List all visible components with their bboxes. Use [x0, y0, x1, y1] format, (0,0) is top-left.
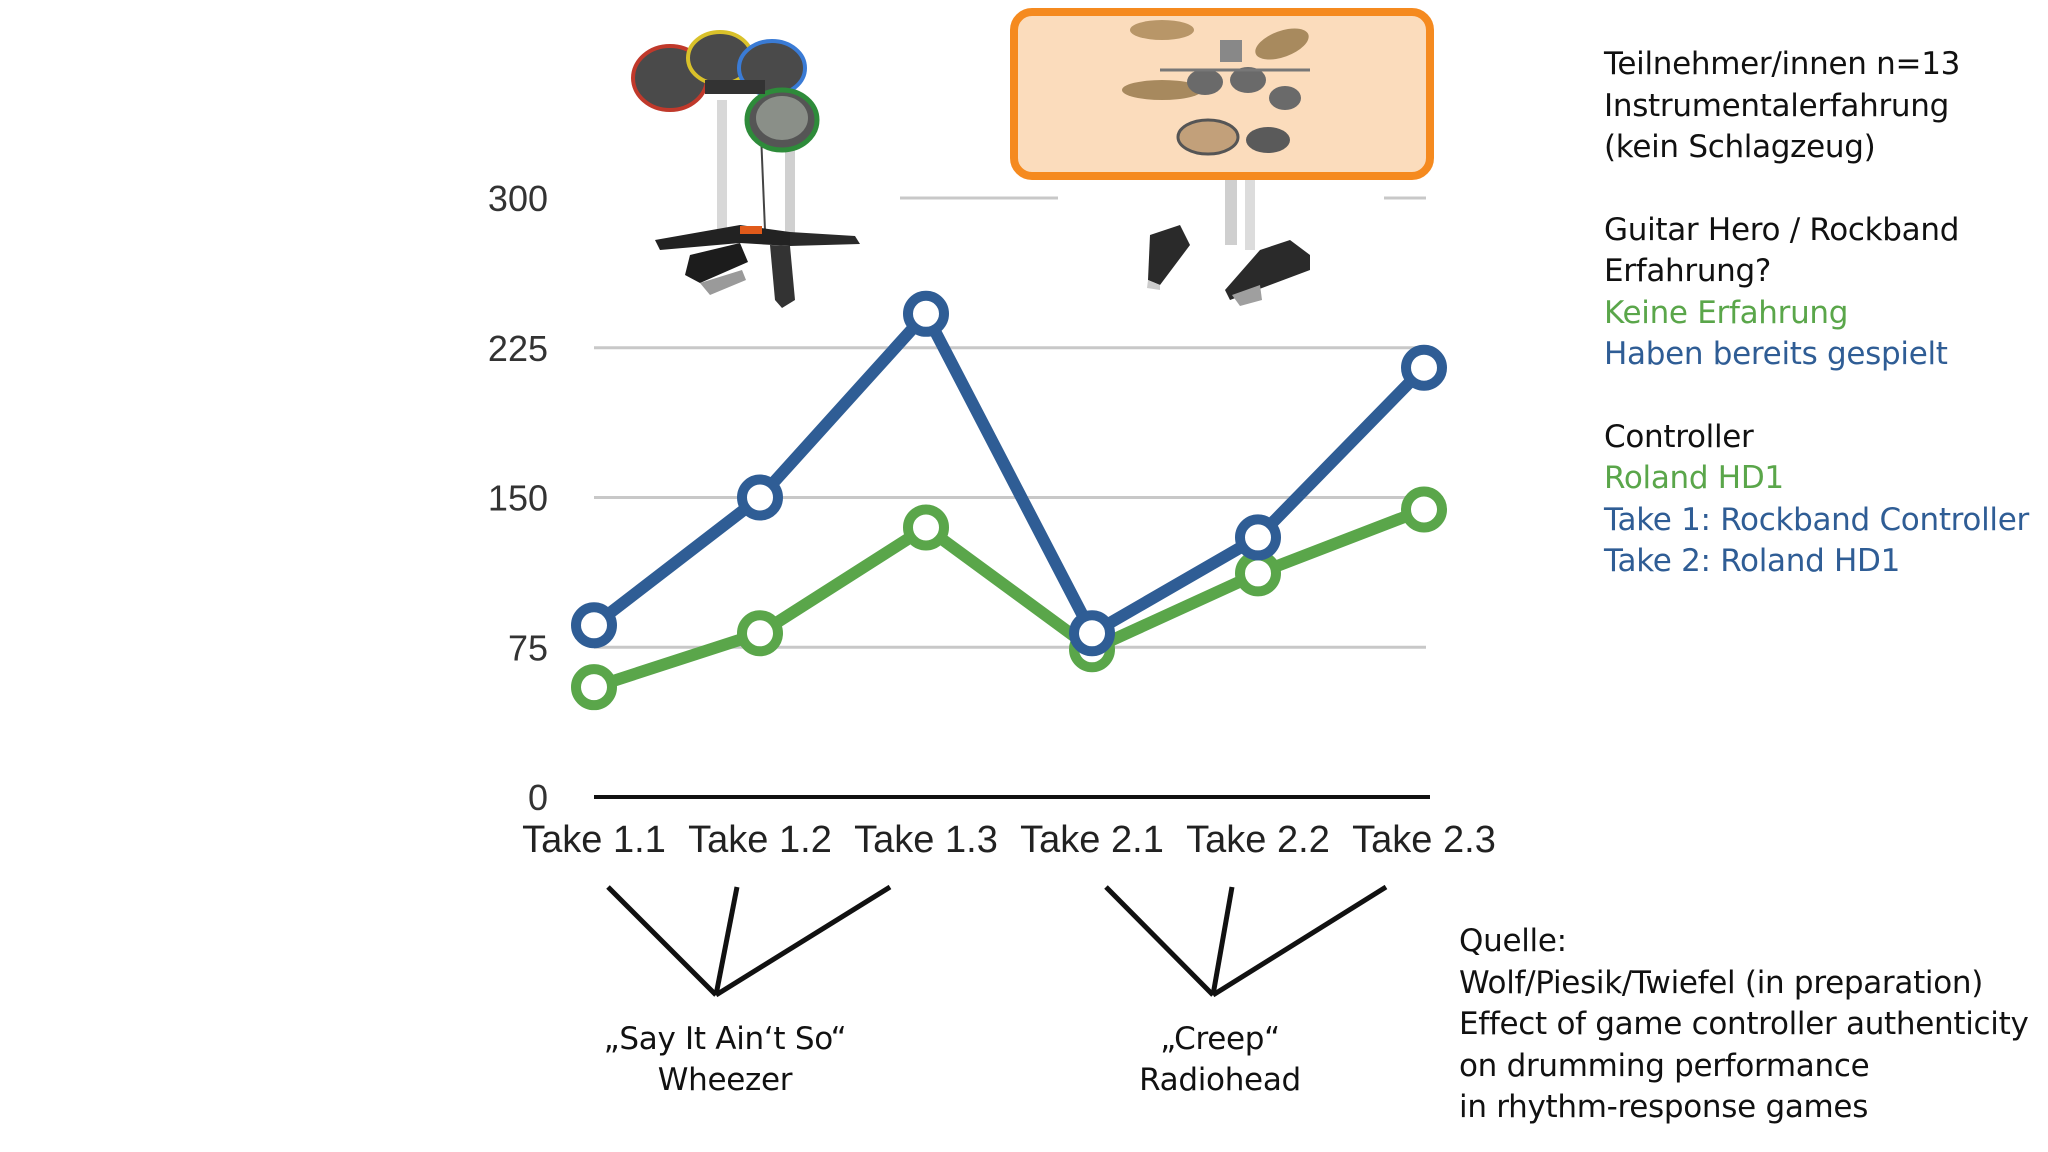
instrument-experience: Instrumentalerfahrung: [1604, 87, 1949, 124]
y-tick-label: 225: [488, 328, 548, 369]
source-authors: Wolf/Piesik/Twiefel (in preparation): [1459, 964, 1984, 1001]
x-tick-label: Take 1.1: [522, 819, 666, 861]
song-artist-2: Radiohead: [1139, 1062, 1301, 1098]
info-panel: Teilnehmer/innen n=13 Instrumentalerfahr…: [1604, 44, 2044, 624]
data-point-haben-bereits-gespielt: [1235, 514, 1281, 561]
data-point-haben-bereits-gespielt: [737, 474, 783, 521]
x-tick-label: Take 1.3: [854, 819, 998, 861]
controller-roland: Roland HD1: [1604, 460, 1784, 496]
data-point-keine-erfahrung: [1401, 486, 1447, 533]
data-point-haben-bereits-gespielt: [1401, 344, 1447, 391]
song-bracket-2: [1104, 884, 1388, 998]
controller-take1: Take 1: Rockband Controller: [1604, 501, 2029, 538]
y-axis-ticks: 0 75 150 225 300: [488, 178, 548, 818]
song-bracket-1: [606, 884, 892, 998]
series-line-haben-bereits-gespielt: [588, 307, 1430, 640]
y-tick-label: 150: [488, 478, 548, 519]
x-tick-label: Take 2.2: [1186, 819, 1330, 861]
participants-count: Teilnehmer/innen n=13: [1604, 46, 1961, 82]
song-title-2: „Creep“: [1160, 1021, 1280, 1057]
legend-no-experience: Keine Erfahrung: [1604, 294, 1849, 331]
controller-take2: Take 2: Roland HD1: [1604, 543, 1901, 579]
rockband-drum-controller-image: [560, 30, 900, 320]
series-line-keine-erfahrung: [588, 503, 1430, 694]
data-point-haben-bereits-gespielt: [903, 290, 949, 337]
song-label-1: „Say It Ain‘t So“ Wheezer: [580, 1019, 870, 1101]
roland-hd1-image: [1010, 8, 1434, 306]
legend-played-before: Haben bereits gespielt: [1604, 336, 1948, 372]
source-title-3: in rhythm-response games: [1459, 1089, 1869, 1125]
data-point-haben-bereits-gespielt: [571, 602, 617, 649]
y-tick-label: 300: [488, 178, 548, 219]
controller-block: Controller Roland HD1 Take 1: Rockband C…: [1604, 417, 2044, 583]
series-group: [571, 290, 1447, 711]
song-label-2: „Creep“ Radiohead: [1100, 1019, 1340, 1101]
controller-title: Controller: [1604, 418, 1754, 455]
data-point-keine-erfahrung: [1235, 550, 1281, 597]
x-tick-label: Take 2.1: [1020, 819, 1164, 861]
participants-block: Teilnehmer/innen n=13 Instrumentalerfahr…: [1604, 44, 2044, 169]
source-title-2: on drumming performance: [1459, 1047, 1870, 1084]
source-title-1: Effect of game controller authenticity: [1459, 1006, 2029, 1042]
data-point-keine-erfahrung: [571, 664, 617, 711]
no-drums-note: (kein Schlagzeug): [1604, 129, 1876, 165]
source-label: Quelle:: [1459, 923, 1567, 959]
x-tick-label: Take 2.3: [1352, 819, 1496, 861]
x-tick-label: Take 1.2: [688, 819, 832, 861]
experience-title-2: Erfahrung?: [1604, 253, 1772, 289]
experience-block: Guitar Hero / Rockband Erfahrung? Keine …: [1604, 210, 2044, 376]
data-point-keine-erfahrung: [903, 504, 949, 551]
experience-title-1: Guitar Hero / Rockband: [1604, 211, 1960, 248]
song-artist-1: Wheezer: [657, 1062, 793, 1098]
x-axis-labels: Take 1.1 Take 1.2 Take 1.3 Take 2.1 Take 2.2…: [522, 819, 1496, 861]
y-tick-label: 75: [508, 627, 548, 668]
data-point-keine-erfahrung: [737, 610, 783, 657]
data-point-haben-bereits-gespielt: [1069, 610, 1115, 657]
source-citation: Quelle: Wolf/Piesik/Twiefel (in preparat…: [1459, 921, 2029, 1129]
y-tick-label: 0: [528, 777, 548, 818]
song-title-1: „Say It Ain‘t So“: [603, 1021, 847, 1057]
